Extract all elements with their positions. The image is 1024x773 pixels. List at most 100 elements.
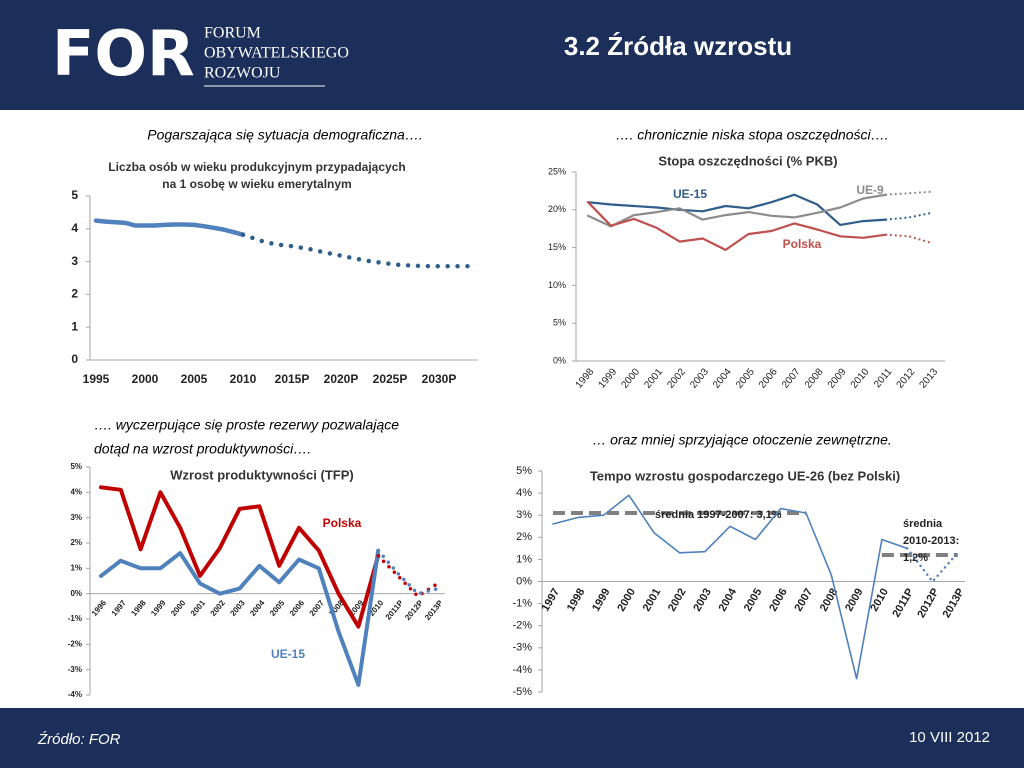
series-label: UE-9 <box>856 183 884 197</box>
series-line <box>586 201 888 251</box>
chart-title: na 1 osobę w wieku emerytalnym <box>162 177 351 191</box>
x-tick-label: 2001 <box>189 598 208 618</box>
x-tick-label: 2002 <box>209 598 228 618</box>
y-tick-label: -2% <box>512 620 532 632</box>
x-tick-label: 2012P <box>915 586 941 620</box>
x-tick-label: 2012P <box>403 598 425 622</box>
y-tick-label: -1% <box>512 598 532 610</box>
x-tick-label: 2005 <box>742 586 765 613</box>
chart-title: Tempo wzrostu gospodarczego UE-26 (bez P… <box>590 468 900 483</box>
x-tick-label: 1995 <box>83 372 110 386</box>
y-tick-label: 0% <box>70 589 82 598</box>
x-tick-label: 1997 <box>539 586 562 613</box>
y-tick-label: 1 <box>71 319 78 333</box>
y-tick-label: 15% <box>548 242 566 252</box>
series-label: UE-15 <box>673 187 707 201</box>
x-tick-label: 2006 <box>767 586 790 613</box>
caption: dotąd na wzrost produktywności…. <box>94 441 311 457</box>
reference-label: średnia <box>903 518 943 530</box>
y-tick-label: 5% <box>70 462 82 471</box>
y-tick-label: -2% <box>68 639 82 648</box>
caption: …. chronicznie niska stopa oszczędności…… <box>615 127 888 143</box>
x-tick-label: 2004 <box>711 366 734 390</box>
x-tick-label: 2007 <box>792 586 815 613</box>
y-tick-label: 0 <box>71 352 78 366</box>
date: 10 VIII 2012 <box>909 729 990 746</box>
y-tick-label: 3 <box>71 254 78 268</box>
chart-title: Stopa oszczędności (% PKB) <box>658 153 837 168</box>
x-tick-label: 2010 <box>849 366 872 390</box>
y-tick-label: -5% <box>512 686 532 698</box>
x-tick-label: 1998 <box>574 366 597 390</box>
logo-text: OBYWATELSKIEGO <box>204 45 349 62</box>
x-tick-label: 2010 <box>230 372 257 386</box>
caption: … oraz mniej sprzyjające otoczenie zewnę… <box>592 432 892 448</box>
series-line <box>586 193 888 228</box>
x-tick-label: 2002 <box>665 366 688 390</box>
series-line <box>99 485 381 629</box>
x-tick-label: 2011P <box>384 598 406 622</box>
reference-label: średnia 1997-2007: 3,1% <box>655 509 782 521</box>
x-tick-label: 2005 <box>734 366 757 390</box>
x-tick-label: 2000 <box>132 372 159 386</box>
x-tick-label: 2013 <box>918 366 941 390</box>
x-tick-label: 1998 <box>565 586 588 613</box>
x-tick-label: 2013P <box>941 586 967 620</box>
x-tick-label: 1999 <box>149 598 168 618</box>
y-tick-label: 1% <box>516 553 532 565</box>
x-tick-label: 2011P <box>890 586 916 619</box>
series-line <box>905 547 960 583</box>
series-line <box>885 190 934 196</box>
y-tick-label: 1% <box>70 563 82 572</box>
x-tick-label: 1996 <box>90 598 109 618</box>
y-tick-label: -3% <box>68 665 82 674</box>
x-tick-label: 2008 <box>803 366 826 390</box>
x-tick-label: 2006 <box>757 366 780 390</box>
logo-text: ROZWOJU <box>204 65 281 82</box>
source: Źródło: FOR <box>37 731 121 748</box>
caption: Pogarszająca się sytuacja demograficzna…… <box>147 127 422 143</box>
caption: …. wyczerpujące się proste rezerwy pozwa… <box>94 417 399 433</box>
y-tick-label: 5% <box>516 465 532 477</box>
series-line <box>552 494 908 680</box>
y-tick-label: 25% <box>548 166 566 176</box>
x-tick-label: 2012 <box>895 366 918 390</box>
footer-bar <box>0 708 1024 768</box>
y-tick-label: -4% <box>68 690 82 699</box>
y-tick-label: 0% <box>516 575 532 587</box>
x-tick-label: 2000 <box>619 366 642 390</box>
x-tick-label: 2030P <box>422 372 457 386</box>
y-tick-label: 4 <box>71 221 78 235</box>
series-label: Polska <box>783 237 822 251</box>
reference-label: 2010-2013: <box>903 535 959 547</box>
y-tick-label: 2% <box>70 538 82 547</box>
x-tick-label: 2003 <box>691 586 714 613</box>
y-tick-label: 4% <box>70 487 82 496</box>
series-line <box>885 233 934 245</box>
slide-title: 3.2 Źródła wzrostu <box>564 31 792 61</box>
chart-title: Wzrost produktywności (TFP) <box>170 467 353 482</box>
x-tick-label: 2007 <box>780 366 803 390</box>
x-tick-label: 2013P <box>423 598 445 622</box>
series-line <box>885 211 934 221</box>
y-tick-label: 4% <box>516 487 532 499</box>
logo: FOR <box>52 17 195 90</box>
y-tick-label: 2 <box>71 287 78 301</box>
series-label: Polska <box>323 516 362 530</box>
x-tick-label: 2001 <box>642 366 665 390</box>
x-tick-label: 2015P <box>275 372 310 386</box>
y-tick-label: 5% <box>553 318 566 328</box>
x-tick-label: 2005 <box>268 598 287 618</box>
series-line <box>586 193 888 226</box>
x-tick-label: 2001 <box>641 586 664 613</box>
x-tick-label: 2000 <box>615 586 638 613</box>
y-tick-label: -4% <box>512 664 532 676</box>
x-tick-label: 2020P <box>324 372 359 386</box>
y-tick-label: 5 <box>71 188 78 202</box>
x-tick-label: 2025P <box>373 372 408 386</box>
x-tick-label: 2003 <box>688 366 711 390</box>
y-tick-label: -1% <box>68 614 82 623</box>
series-line <box>99 548 381 687</box>
logo-text: FORUM <box>204 25 261 42</box>
